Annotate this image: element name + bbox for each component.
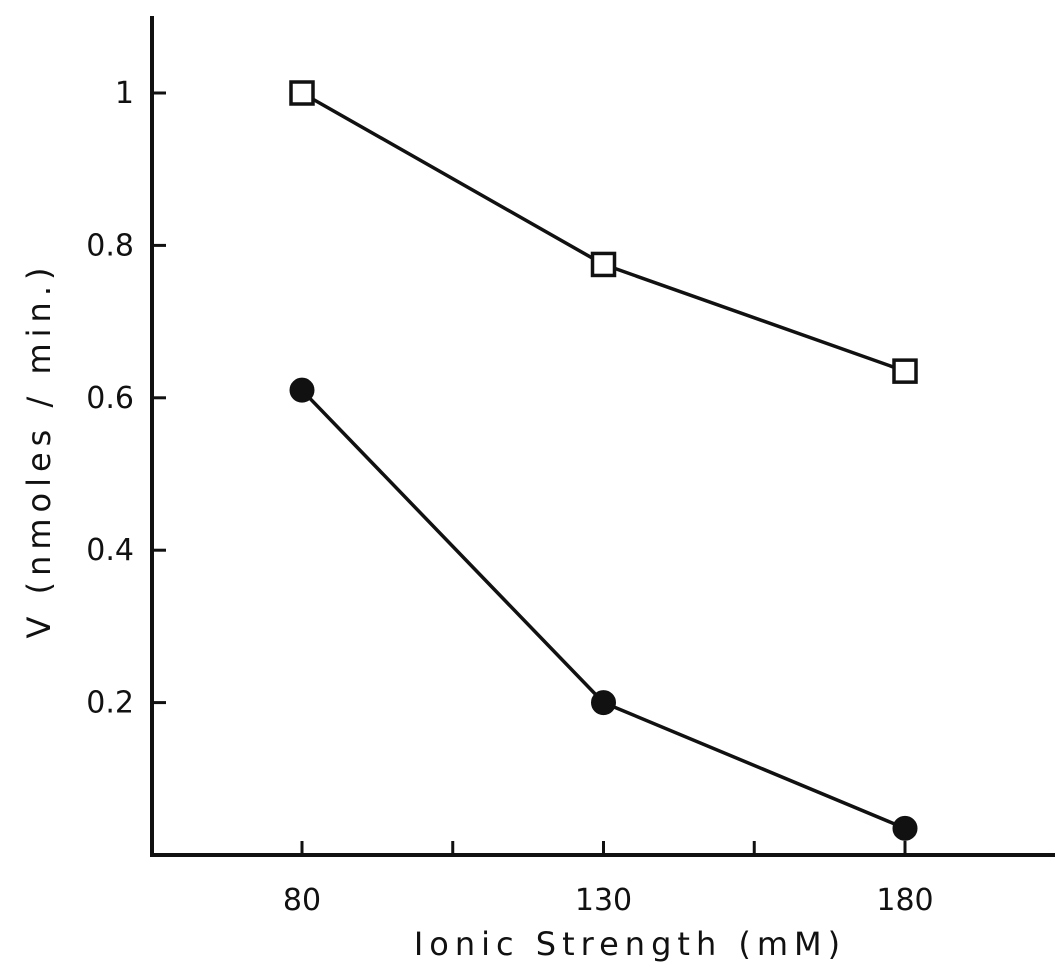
series-layer	[289, 80, 918, 841]
axes	[150, 16, 1055, 857]
data-point-square	[289, 80, 315, 106]
x-tick-label: 130	[575, 883, 632, 918]
data-point-circle	[289, 377, 315, 403]
y-ticks: 0.2 0.4 0.6 0.8 1	[86, 76, 166, 721]
x-tick-label: 180	[876, 883, 933, 918]
y-tick-label: 0.6	[86, 381, 134, 416]
data-point-square	[892, 358, 918, 384]
data-point-square	[590, 251, 617, 278]
x-tick-label: 80	[283, 883, 321, 918]
y-tick-label: 0.4	[86, 533, 134, 568]
y-tick-label: 0.2	[86, 686, 134, 721]
data-point-circle	[892, 815, 918, 841]
y-tick-label: 1	[115, 76, 134, 111]
series-line-1	[301, 91, 906, 373]
x-ticks: 80 130 180	[283, 841, 934, 918]
y-tick-label: 0.8	[86, 228, 134, 263]
y-axis-title: V (nmoles / min.)	[20, 262, 58, 639]
data-point-circle	[591, 690, 616, 716]
x-axis-title: Ionic Strength (mM)	[414, 925, 846, 963]
series-line-2	[300, 388, 906, 830]
